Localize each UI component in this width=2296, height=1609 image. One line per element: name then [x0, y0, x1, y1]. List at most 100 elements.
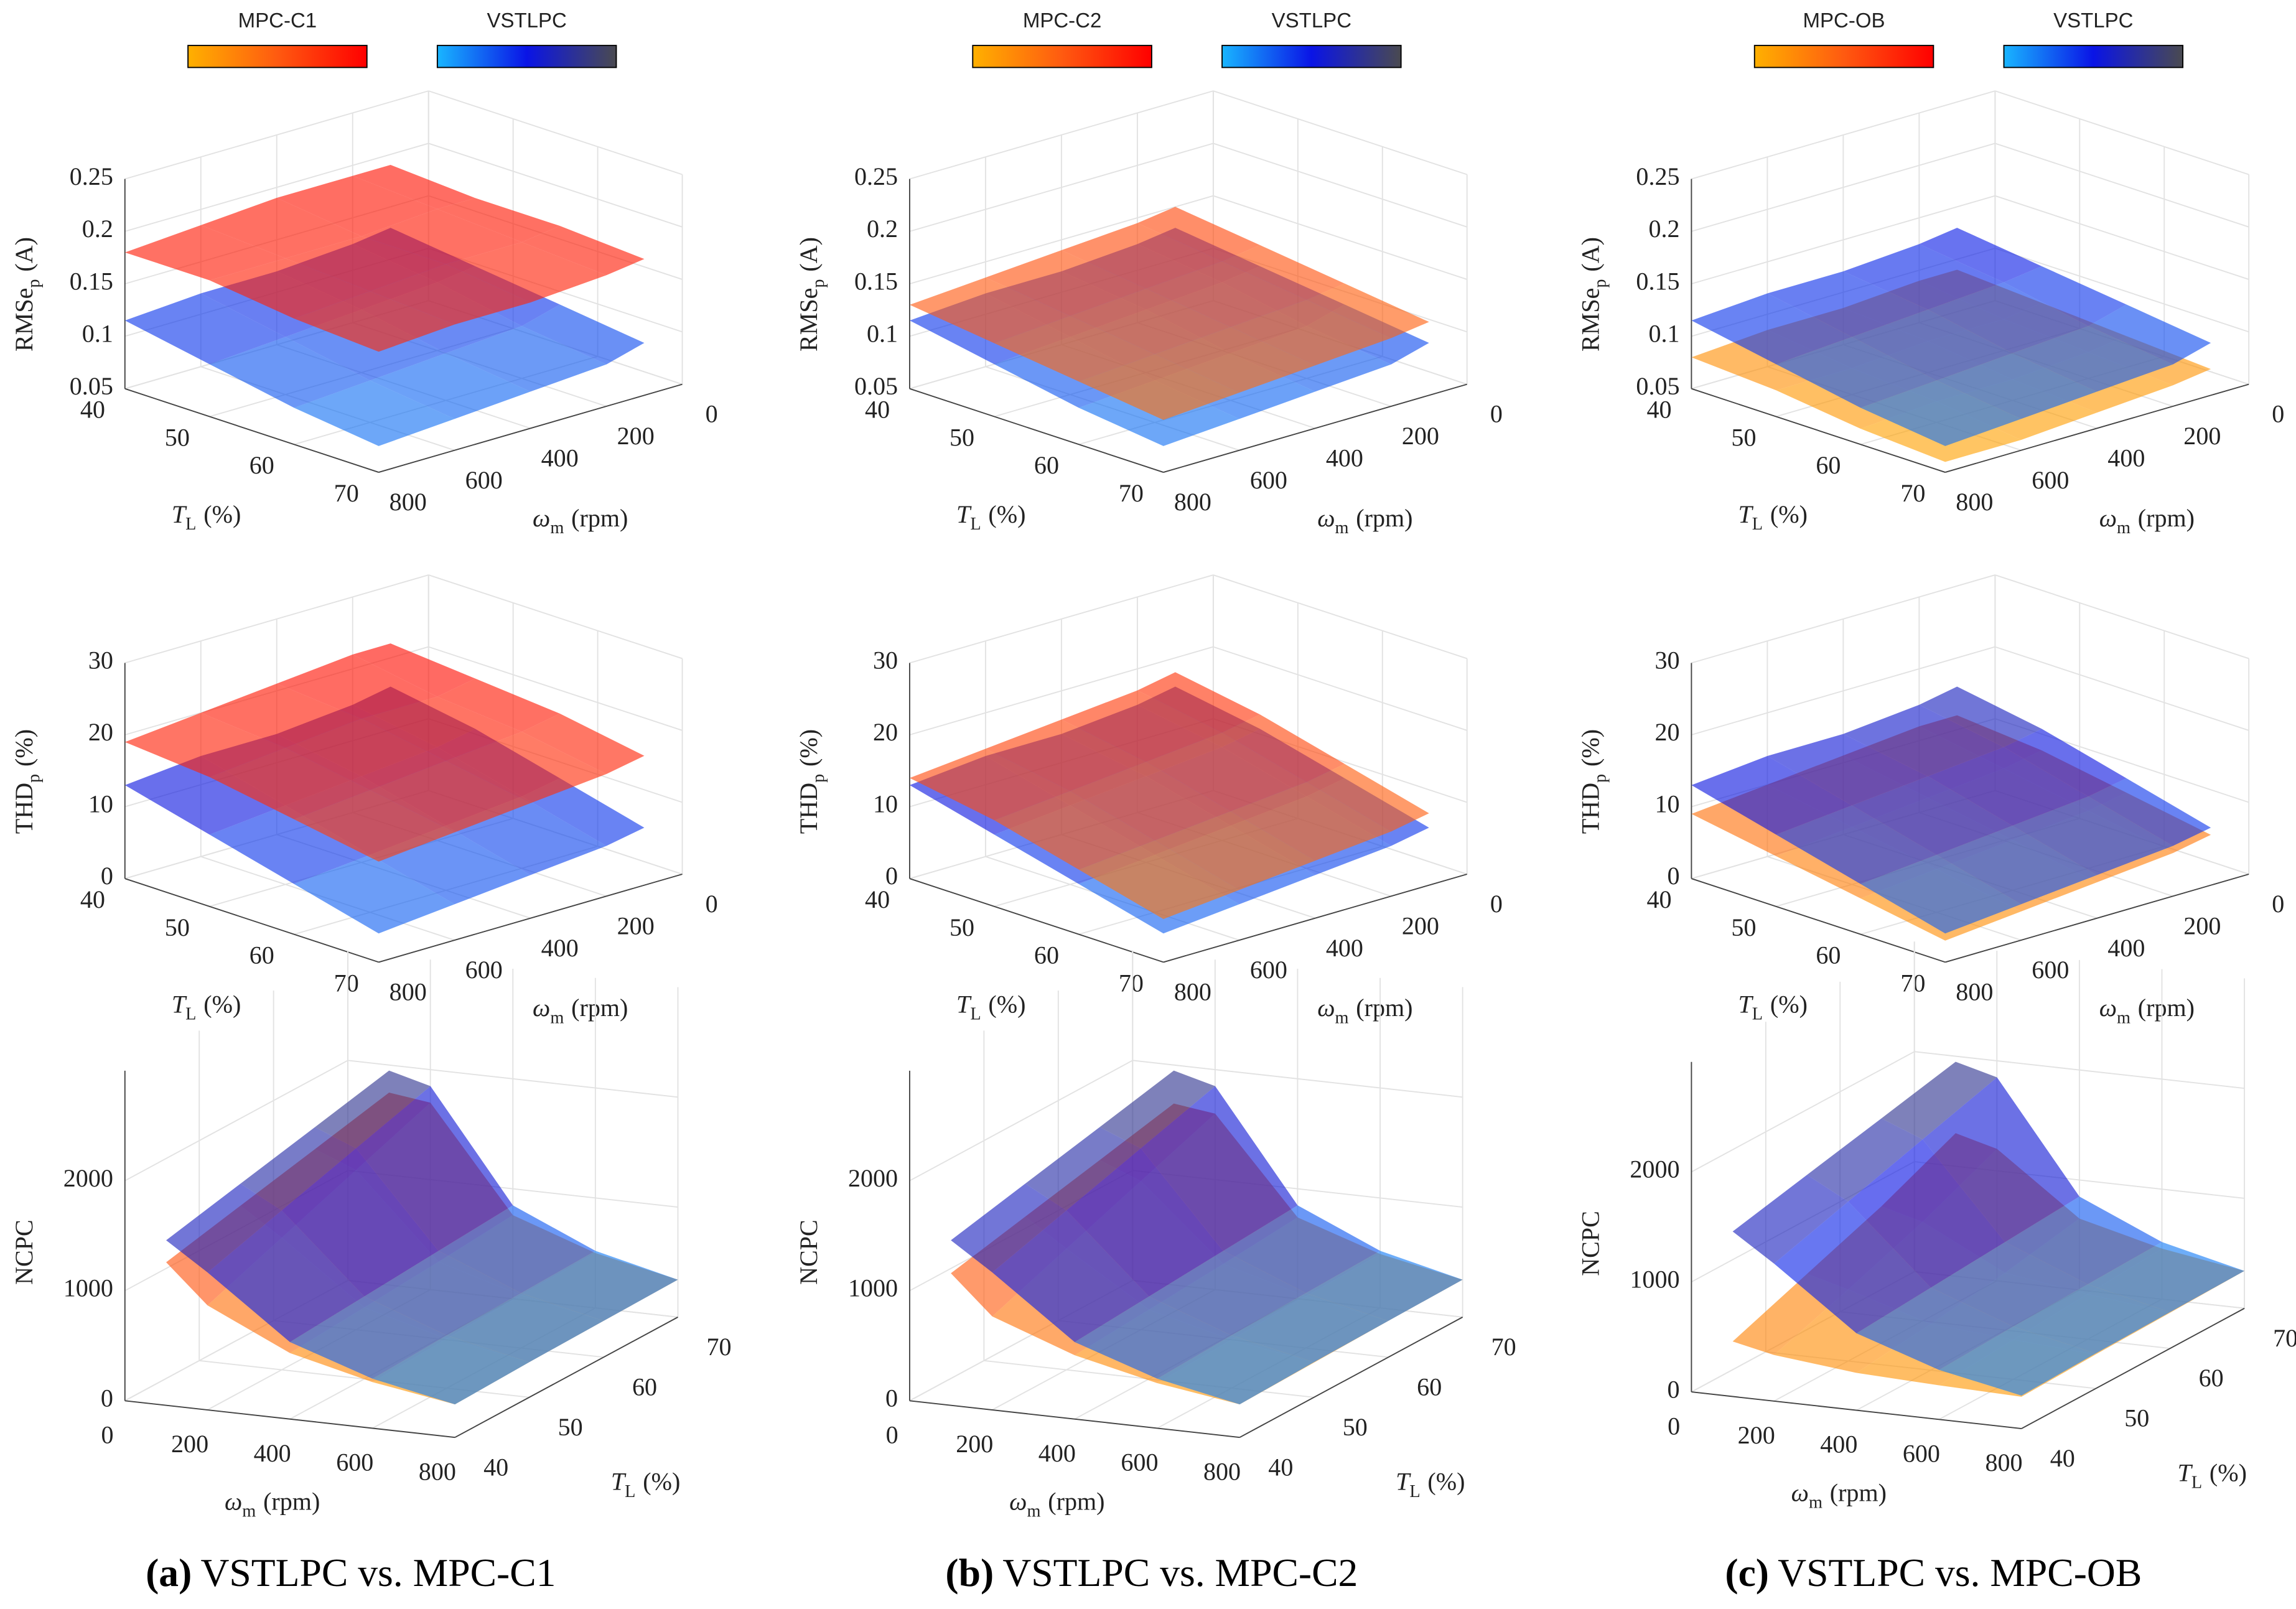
- surface-face: [361, 696, 522, 761]
- surface-face: [438, 1205, 595, 1294]
- surface-face: [1928, 282, 2089, 353]
- grid-line: [1213, 646, 1468, 731]
- surface-face: [1157, 1335, 1314, 1405]
- surface-face: [446, 242, 607, 303]
- z-axis-title: RMSep(A): [1577, 237, 1610, 352]
- z-tick-label: 0.05: [1636, 372, 1679, 400]
- x-tick-label: 0: [1490, 890, 1503, 918]
- surface-face: [1154, 327, 1315, 393]
- surface-face: [521, 713, 645, 774]
- surface-face: [294, 291, 455, 352]
- x-tick-label: 600: [1121, 1448, 1158, 1476]
- y-axis-title: TL (%): [956, 500, 1025, 534]
- y-tick-label: 40: [1647, 885, 1672, 913]
- surface-face: [1141, 1086, 1298, 1251]
- z-tick-label: 0.2: [82, 215, 113, 243]
- legend-colorbar: [1221, 45, 1402, 68]
- surface-face: [1061, 223, 1222, 289]
- surface-face: [1078, 840, 1239, 920]
- x-tick-label: 600: [1903, 1439, 1940, 1467]
- surface-face: [124, 755, 286, 835]
- surface-face: [1154, 811, 1315, 890]
- surface-face: [209, 258, 370, 319]
- surface-face: [2088, 304, 2211, 365]
- surface-face: [361, 208, 522, 264]
- x-tick-label: 200: [1738, 1421, 1775, 1449]
- z-tick-label: 10: [873, 790, 898, 818]
- surface-face: [1691, 293, 1852, 365]
- z-tick-label: 0.15: [854, 267, 898, 295]
- y-tick-label: 40: [1647, 396, 1672, 424]
- caption: (a) VSTLPC vs. MPC-C1: [146, 1551, 556, 1595]
- y-tick-label: 70: [1491, 1333, 1516, 1361]
- surface-face: [124, 712, 286, 777]
- legend-label: MPC-OB: [1803, 9, 1885, 32]
- y-axis-line: [1691, 878, 1946, 963]
- surface-face: [986, 250, 1146, 316]
- z-tick-label: 1000: [1630, 1266, 1679, 1294]
- surface-face: [1078, 354, 1239, 420]
- z-tick-label: 0: [101, 1384, 113, 1412]
- grid-line: [1995, 142, 2249, 228]
- grid-line: [909, 1060, 1133, 1182]
- surface-face: [1306, 283, 1429, 338]
- x-axis-line: [1691, 1391, 2022, 1429]
- surface-face: [1843, 704, 2004, 777]
- grid-line: [1691, 1051, 1915, 1173]
- z-tick-label: 0.15: [1636, 267, 1679, 295]
- y-axis-line: [1239, 1317, 1463, 1439]
- x-axis-line: [909, 1400, 1240, 1439]
- x-tick-label: 200: [617, 912, 655, 940]
- surface-face: [1137, 207, 1260, 262]
- surface-face: [1843, 244, 2004, 310]
- surface-face: [209, 805, 370, 884]
- x-axis-title: ωm (rpm): [1317, 994, 1412, 1027]
- x-tick-label: 200: [2183, 912, 2221, 940]
- z-tick-label: 0.2: [867, 215, 898, 243]
- caption: (b) VSTLPC vs. MPC-C2: [945, 1551, 1358, 1595]
- z-tick-label: 30: [1654, 646, 1679, 674]
- y-tick-label: 40: [483, 1453, 508, 1481]
- y-tick-label: 60: [1417, 1373, 1442, 1401]
- z-tick-label: 10: [88, 790, 113, 818]
- surface-face: [1776, 805, 1937, 884]
- x-tick-label: 0: [706, 890, 718, 918]
- surface-face: [370, 760, 531, 832]
- surface-face: [352, 643, 475, 697]
- surface-face: [281, 1148, 439, 1297]
- x-tick-label: 400: [2107, 934, 2145, 962]
- surface-face: [437, 678, 560, 732]
- surface-face: [2004, 266, 2127, 327]
- y-axis-line: [124, 878, 379, 963]
- z-tick-label: 0.2: [1648, 215, 1679, 243]
- y-axis-title: TL (%): [1396, 1468, 1465, 1501]
- y-tick-label: 40: [865, 396, 890, 424]
- x-tick-label: 400: [1038, 1439, 1076, 1467]
- x-tick-label: 800: [1203, 1457, 1241, 1485]
- z-tick-label: 0.05: [854, 372, 898, 400]
- y-tick-label: 70: [1119, 969, 1144, 997]
- surface-face: [951, 1183, 1066, 1272]
- z-tick-label: 20: [873, 718, 898, 746]
- grid-line: [1995, 248, 2249, 333]
- x-tick-label: 0: [101, 1420, 113, 1448]
- x-tick-label: 400: [2107, 444, 2145, 472]
- surface-face: [1732, 1175, 1849, 1264]
- grid-line: [124, 142, 429, 232]
- surface-face: [1939, 1326, 2096, 1396]
- z-tick-label: 2000: [63, 1164, 113, 1192]
- grid-line: [1691, 142, 1995, 232]
- x-axis-line: [124, 1400, 455, 1439]
- surface-face: [209, 748, 370, 819]
- surface-face: [446, 732, 607, 803]
- z-axis-title: THDp(%): [795, 729, 828, 834]
- x-tick-label: 400: [254, 1439, 291, 1467]
- z-axis-title: NCPC: [795, 1220, 823, 1285]
- x-tick-label: 800: [419, 1457, 456, 1485]
- y-tick-label: 70: [706, 1333, 731, 1361]
- surface-face: [315, 1070, 431, 1149]
- legend-colorbar: [972, 45, 1152, 68]
- z-axis-title: THDp(%): [10, 729, 44, 834]
- surface-face: [200, 198, 362, 259]
- surface-face: [372, 1335, 530, 1405]
